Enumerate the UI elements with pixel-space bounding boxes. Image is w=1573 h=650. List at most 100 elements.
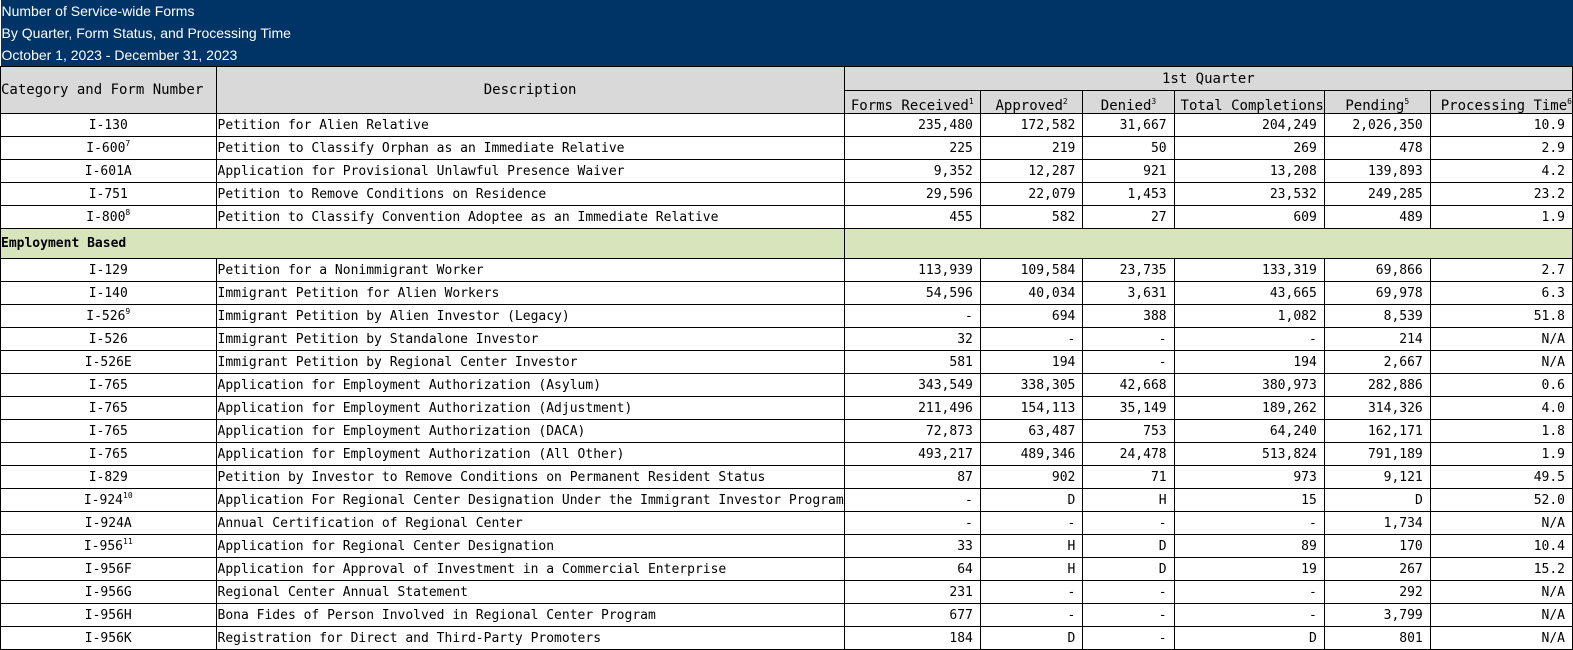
cell-denied: - [1082, 603, 1175, 627]
cell-processing-time: 6.3 [1429, 281, 1573, 305]
cell-description: Application For Regional Center Designat… [215, 488, 845, 512]
cell-approved: 902 [979, 465, 1084, 489]
cell-description: Immigrant Petition for Alien Workers [215, 281, 845, 305]
cell-processing-time: N/A [1429, 580, 1573, 604]
table-row: I-924A Annual Certification of Regional C… [0, 511, 1573, 535]
header-total-completions: Total Completions [1173, 90, 1325, 114]
cell-form-number: I-924A [0, 511, 217, 535]
cell-processing-time: N/A [1429, 603, 1573, 627]
cell-form-number: I-956H [0, 603, 217, 627]
cell-processing-time: N/A [1429, 626, 1573, 650]
cell-denied: 27 [1082, 205, 1175, 229]
cell-form-number: I-130 [0, 113, 217, 137]
title-banner-fill [844, 0, 1573, 22]
cell-approved: 694 [979, 304, 1084, 328]
cell-denied: 42,668 [1082, 373, 1175, 397]
cell-processing-time: 51.8 [1429, 304, 1573, 328]
cell-approved: 154,113 [979, 396, 1084, 420]
report-date-range: October 1, 2023 - December 31, 2023 [0, 44, 845, 67]
cell-pending: 478 [1323, 136, 1431, 160]
cell-pending: 282,886 [1323, 373, 1431, 397]
cell-description: Petition for Alien Relative [215, 113, 845, 137]
cell-forms-received: 235,480 [843, 113, 981, 137]
cell-approved: 22,079 [979, 182, 1084, 206]
cell-form-number: I-956K [0, 626, 217, 650]
cell-form-number: I-829 [0, 465, 217, 489]
cell-processing-time: 4.0 [1429, 396, 1573, 420]
cell-form-number: I-129 [0, 258, 217, 282]
cell-pending: 801 [1323, 626, 1431, 650]
section-row-employment: Employment Based [0, 228, 1573, 259]
cell-forms-received: 9,352 [843, 159, 981, 183]
cell-denied: 23,735 [1082, 258, 1175, 282]
cell-approved: 194 [979, 350, 1084, 374]
cell-form-number: I-526 [0, 327, 217, 351]
table-row: I-92410 Application For Regional Center D… [0, 488, 1573, 512]
cell-denied: 71 [1082, 465, 1175, 489]
header-description: Description [215, 66, 845, 114]
cell-forms-received: 72,873 [843, 419, 981, 443]
cell-total-completions: 19 [1173, 557, 1325, 581]
cell-form-number: I-8008 [0, 205, 217, 229]
cell-forms-received: 677 [843, 603, 981, 627]
cell-denied: 24,478 [1082, 442, 1175, 466]
cell-approved: H [979, 534, 1084, 558]
cell-total-completions: 609 [1173, 205, 1325, 229]
cell-processing-time: 49.5 [1429, 465, 1573, 489]
cell-description: Application for Employment Authorization… [215, 419, 845, 443]
cell-pending: 2,667 [1323, 350, 1431, 374]
cell-pending: 69,866 [1323, 258, 1431, 282]
cell-total-completions: 43,665 [1173, 281, 1325, 305]
cell-description: Petition by Investor to Remove Condition… [215, 465, 845, 489]
cell-form-number: I-765 [0, 396, 217, 420]
report-subtitle: By Quarter, Form Status, and Processing … [0, 22, 845, 44]
cell-forms-received: 343,549 [843, 373, 981, 397]
cell-pending: 139,893 [1323, 159, 1431, 183]
cell-approved: 489,346 [979, 442, 1084, 466]
cell-approved: - [979, 603, 1084, 627]
cell-form-number: I-6007 [0, 136, 217, 160]
cell-description: Immigrant Petition by Standalone Investo… [215, 327, 845, 351]
cell-processing-time: 52.0 [1429, 488, 1573, 512]
cell-approved: 63,487 [979, 419, 1084, 443]
cell-total-completions: 13,208 [1173, 159, 1325, 183]
cell-denied: 3,631 [1082, 281, 1175, 305]
cell-total-completions: 23,532 [1173, 182, 1325, 206]
cell-processing-time: 1.9 [1429, 205, 1573, 229]
cell-approved: 12,287 [979, 159, 1084, 183]
cell-processing-time: 10.4 [1429, 534, 1573, 558]
cell-approved: - [979, 580, 1084, 604]
cell-total-completions: 380,973 [1173, 373, 1325, 397]
cell-forms-received: 493,217 [843, 442, 981, 466]
header-forms-received: Forms Received1 [843, 90, 981, 114]
cell-processing-time: 1.8 [1429, 419, 1573, 443]
cell-forms-received: 33 [843, 534, 981, 558]
cell-total-completions: 513,824 [1173, 442, 1325, 466]
cell-pending: 267 [1323, 557, 1431, 581]
cell-forms-received: 231 [843, 580, 981, 604]
cell-pending: 170 [1323, 534, 1431, 558]
cell-processing-time: 1.9 [1429, 442, 1573, 466]
cell-forms-received: 29,596 [843, 182, 981, 206]
cell-denied: 50 [1082, 136, 1175, 160]
table-row: I-6007 Petition to Classify Orphan as an … [0, 136, 1573, 160]
cell-total-completions: 133,319 [1173, 258, 1325, 282]
cell-form-number: I-5269 [0, 304, 217, 328]
cell-approved: H [979, 557, 1084, 581]
cell-approved: - [979, 327, 1084, 351]
cell-pending: 8,539 [1323, 304, 1431, 328]
cell-total-completions: 269 [1173, 136, 1325, 160]
cell-form-number: I-751 [0, 182, 217, 206]
cell-approved: - [979, 511, 1084, 535]
cell-forms-received: 32 [843, 327, 981, 351]
cell-denied: 35,149 [1082, 396, 1175, 420]
title-banner-fill [844, 44, 1573, 67]
cell-denied: - [1082, 350, 1175, 374]
cell-form-number: I-956G [0, 580, 217, 604]
cell-pending: 214 [1323, 327, 1431, 351]
cell-description: Application for Employment Authorization… [215, 373, 845, 397]
cell-processing-time: 23.2 [1429, 182, 1573, 206]
table-row: I-956G Regional Center Annual Statement 23… [0, 580, 1573, 604]
cell-forms-received: 54,596 [843, 281, 981, 305]
cell-processing-time: 10.9 [1429, 113, 1573, 137]
